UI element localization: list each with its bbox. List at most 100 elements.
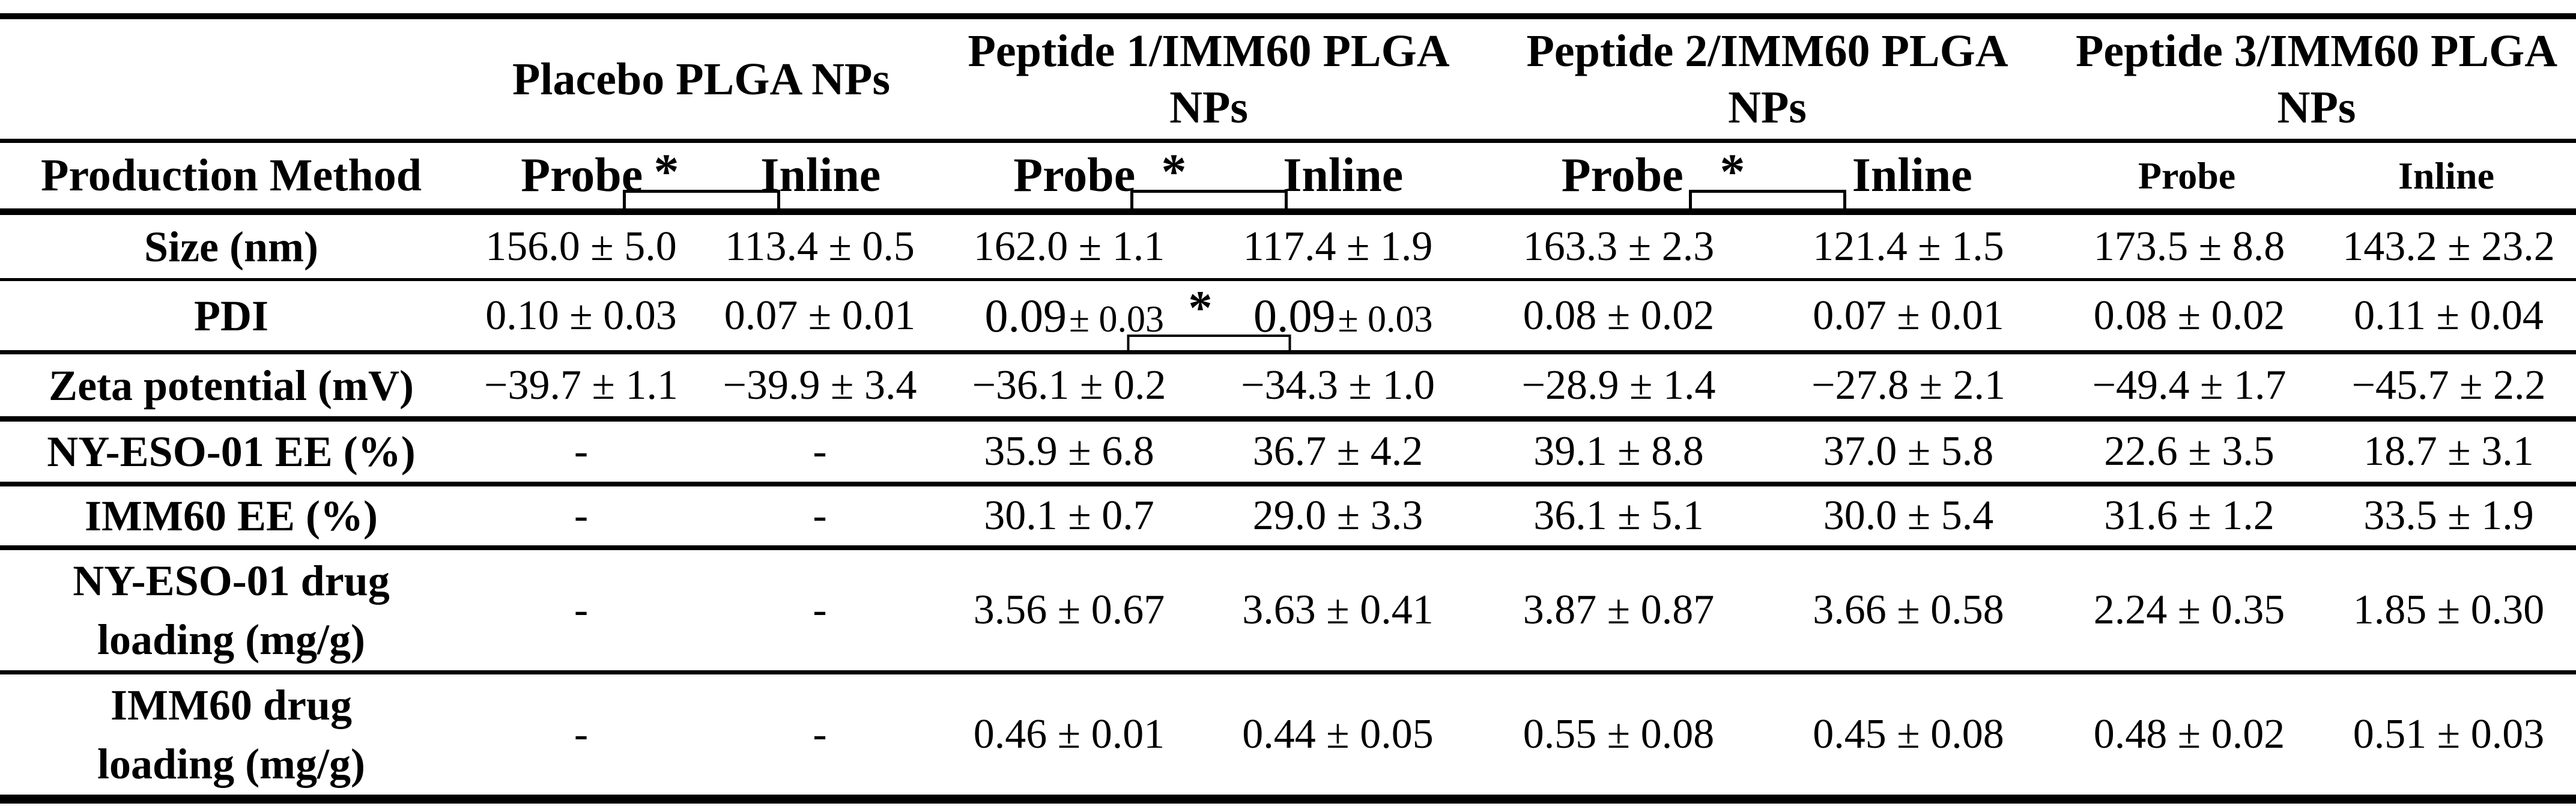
table-cell: 35.9 ± 6.8 bbox=[940, 419, 1199, 486]
group-header-line: Peptide 2/IMM60 PLGA bbox=[1526, 25, 2008, 76]
significance-bracket bbox=[1688, 190, 1846, 208]
table-cell: - bbox=[700, 419, 941, 486]
table-cell: 113.4 ± 0.5 bbox=[700, 211, 941, 281]
group-header-line: NPs bbox=[1169, 82, 1248, 133]
table-row-size: Size (nm) 156.0 ± 5.0 113.4 ± 0.5 162.0 … bbox=[0, 211, 2576, 281]
row-label-line: PDI bbox=[194, 291, 268, 340]
group-header-line: Peptide 1/IMM60 PLGA bbox=[968, 25, 1450, 76]
group-header-line: NPs bbox=[1728, 82, 1807, 133]
table-cell: - bbox=[700, 484, 941, 550]
row-label: IMM60 EE (%) bbox=[0, 484, 462, 550]
row-label-line: IMM60 EE (%) bbox=[85, 492, 378, 540]
data-table: Placebo PLGA NPs Peptide 1/IMM60 PLGA NP… bbox=[0, 13, 2576, 804]
significance-bracket bbox=[1127, 335, 1291, 350]
table-cell: 163.3 ± 2.3 bbox=[1477, 211, 1760, 281]
group-header-line: Peptide 3/IMM60 PLGA bbox=[2075, 25, 2558, 76]
table-cell: 39.1 ± 8.8 bbox=[1477, 419, 1760, 486]
table-cell: 0.09 ± 0.03 bbox=[940, 289, 1209, 343]
pdi-peptide1-pair-cell: 0.09 ± 0.03 0.09 ± 0.03 * bbox=[940, 279, 1478, 354]
probe-inline-pair: Probe Inline bbox=[462, 143, 940, 208]
production-method-label: Production Method bbox=[0, 141, 462, 215]
table-cell: 3.87 ± 0.87 bbox=[1477, 548, 1760, 674]
table-cell: 3.63 ± 0.41 bbox=[1198, 548, 1478, 674]
table-cell: −28.9 ± 1.4 bbox=[1477, 352, 1760, 422]
significance-asterisk: * bbox=[1188, 282, 1213, 335]
table-row-nyeso-drug-loading: NY-ESO-01 drug loading (mg/g) - - 3.56 ±… bbox=[0, 548, 2576, 674]
table-row-nyeso-ee: NY-ESO-01 EE (%) - - 35.9 ± 6.8 36.7 ± 4… bbox=[0, 419, 2576, 486]
inline-subheader: Inline bbox=[2398, 154, 2495, 197]
table-row-zeta-potential: Zeta potential (mV) −39.7 ± 1.1 −39.9 ± … bbox=[0, 352, 2576, 422]
row-label: Size (nm) bbox=[0, 211, 462, 281]
pdi-value-pair: 0.09 ± 0.03 0.09 ± 0.03 bbox=[940, 281, 1477, 350]
inline-subheader: Inline bbox=[1283, 149, 1404, 202]
table-cell: 36.7 ± 4.2 bbox=[1198, 419, 1478, 486]
group-header-peptide2: Peptide 2/IMM60 PLGA NPs bbox=[1477, 16, 2058, 143]
group-header-line: Placebo PLGA NPs bbox=[512, 53, 891, 105]
row-label: PDI bbox=[0, 279, 462, 354]
table-cell: 0.08 ± 0.02 bbox=[2057, 279, 2322, 354]
production-method-placebo: Probe Inline * bbox=[462, 141, 941, 215]
table-cell: 2.24 ± 0.35 bbox=[2057, 548, 2322, 674]
row-label-line: loading (mg/g) bbox=[97, 616, 366, 664]
row-label-line: NY-ESO-01 EE (%) bbox=[47, 428, 416, 476]
table-cell: 0.08 ± 0.02 bbox=[1477, 279, 1760, 354]
table-cell: - bbox=[462, 419, 700, 486]
table-cell: −34.3 ± 1.0 bbox=[1198, 352, 1478, 422]
table-cell: 0.48 ± 0.02 bbox=[2093, 711, 2285, 757]
row-label: Zeta potential (mV) bbox=[0, 352, 462, 422]
inline-subheader: Inline bbox=[1852, 149, 1972, 202]
table-cell: −49.4 ± 1.7 bbox=[2057, 352, 2322, 422]
pdi-value: 0.09 bbox=[1253, 289, 1336, 342]
table-cell: 0.45 ± 0.08 bbox=[1813, 711, 2004, 757]
table-cell: - bbox=[700, 548, 941, 674]
group-header-row: Placebo PLGA NPs Peptide 1/IMM60 PLGA NP… bbox=[0, 16, 2576, 143]
table-cell: 1.85 ± 0.30 bbox=[2321, 548, 2576, 674]
table-cell: 33.5 ± 1.9 bbox=[2321, 484, 2576, 550]
group-header-peptide3: Peptide 3/IMM60 PLGA NPs bbox=[2057, 16, 2576, 143]
table-cell: 30.1 ± 0.7 bbox=[940, 484, 1199, 550]
row-label-line: loading (mg/g) bbox=[97, 740, 366, 788]
table-cell: 37.0 ± 5.8 bbox=[1760, 419, 2058, 486]
row-label-line: IMM60 drug bbox=[111, 681, 352, 729]
table-cell: 0.10 ± 0.03 bbox=[462, 279, 700, 354]
table-cell: - bbox=[462, 484, 700, 550]
group-header-line: NPs bbox=[2277, 82, 2356, 133]
probe-inline-pair: Probe Inline bbox=[1477, 143, 2057, 208]
table-row-imm60-drug-loading: IMM60 drug loading (mg/g) - - 0.46 ± 0.0… bbox=[0, 673, 2576, 799]
probe-subheader: Probe bbox=[1561, 149, 1683, 202]
table-cell: −27.8 ± 2.1 bbox=[1760, 352, 2058, 422]
pdi-uncertainty: ± 0.03 bbox=[1338, 298, 1433, 340]
table-cell: - bbox=[813, 711, 827, 757]
table-cell: 117.4 ± 1.9 bbox=[1198, 211, 1478, 281]
table-cell: 31.6 ± 1.2 bbox=[2057, 484, 2322, 550]
row-label: NY-ESO-01 drug loading (mg/g) bbox=[0, 548, 462, 674]
row-label: NY-ESO-01 EE (%) bbox=[0, 419, 462, 486]
production-method-peptide1: Probe Inline * bbox=[940, 141, 1478, 215]
table-cell: 0.11 ± 0.04 bbox=[2321, 279, 2576, 354]
table-cell: 18.7 ± 3.1 bbox=[2321, 419, 2576, 486]
production-method-row: Production Method Probe Inline * Probe I… bbox=[0, 141, 2576, 215]
table-cell: 143.2 ± 23.2 bbox=[2321, 211, 2576, 281]
table-row-imm60-ee: IMM60 EE (%) - - 30.1 ± 0.7 29.0 ± 3.3 3… bbox=[0, 484, 2576, 550]
production-method-peptide3: Probe Inline bbox=[2057, 141, 2576, 215]
table-cell: 0.07 ± 0.01 bbox=[700, 279, 941, 354]
table-cell: 0.07 ± 0.01 bbox=[1760, 279, 2058, 354]
probe-subheader: Probe bbox=[2138, 154, 2236, 197]
table-cell: 22.6 ± 3.5 bbox=[2057, 419, 2322, 486]
row-label-line: Zeta potential (mV) bbox=[49, 361, 414, 410]
pdi-uncertainty: ± 0.03 bbox=[1069, 298, 1165, 340]
table-cell: 173.5 ± 8.8 bbox=[2057, 211, 2322, 281]
table-cell: 3.66 ± 0.58 bbox=[1760, 548, 2058, 674]
table-cell: −39.9 ± 3.4 bbox=[700, 352, 941, 422]
table-cell: 0.09 ± 0.03 bbox=[1209, 289, 1478, 343]
table-cell: 0.55 ± 0.08 bbox=[1523, 711, 1715, 757]
table-cell: −39.7 ± 1.1 bbox=[462, 352, 700, 422]
table-row-pdi: PDI 0.10 ± 0.03 0.07 ± 0.01 0.09 ± 0.03 … bbox=[0, 279, 2576, 354]
nanoparticle-characterization-table: Placebo PLGA NPs Peptide 1/IMM60 PLGA NP… bbox=[0, 13, 2576, 804]
group-header-peptide1: Peptide 1/IMM60 PLGA NPs bbox=[940, 16, 1478, 143]
table-cell: 0.44 ± 0.05 bbox=[1242, 711, 1434, 757]
group-header-placebo: Placebo PLGA NPs bbox=[462, 16, 941, 143]
row-label: IMM60 drug loading (mg/g) bbox=[0, 673, 462, 799]
table-cell: 30.0 ± 5.4 bbox=[1760, 484, 2058, 550]
table-cell: - bbox=[462, 548, 700, 674]
